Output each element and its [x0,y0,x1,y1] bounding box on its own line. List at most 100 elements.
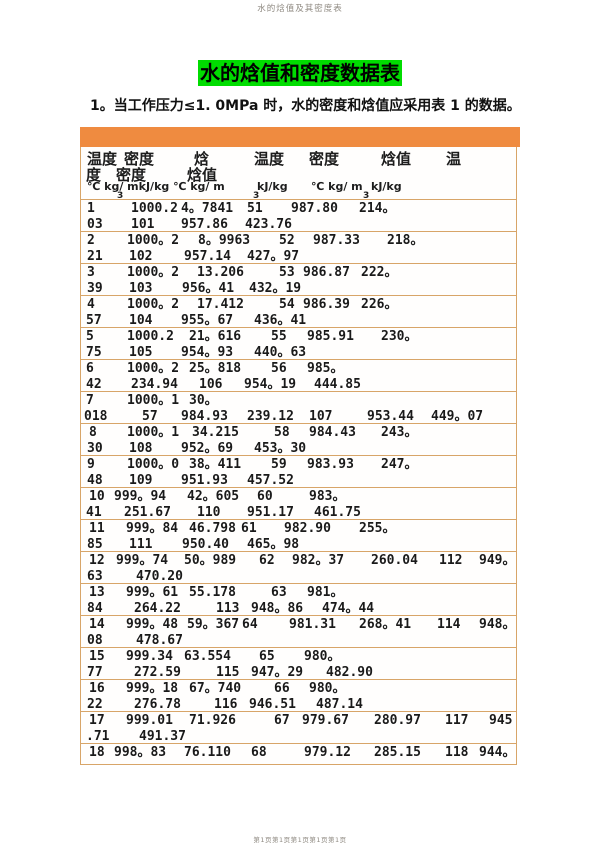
cell-value: 222。 [361,265,398,280]
cell-value: 8 [89,425,97,440]
cell-value: 58 [274,425,290,440]
header-cell: kJ/kg [371,180,402,193]
cell-value: 08 [87,633,103,648]
cell-value: 954。93 [181,345,234,360]
table-row: 12 999。74 50。989 62 982。37 260.04 112 949。 63 470… [81,552,516,584]
table-row: 16 999。18 67。740 66 980。 22 276.78 116 946.51 487… [81,680,516,712]
cell-value: 999.34 [126,649,173,664]
header-cell: 密度 [116,166,147,184]
cell-value: 251.67 [124,505,171,520]
cell-value: 985.91 [307,329,354,344]
cell-value: 457.52 [247,473,294,488]
cell-value: 71.926 [189,713,236,728]
table-row: 7 1000。1 30。 018 57 984.93 239.12 107 953.44 449。… [81,392,516,424]
header-cell: ℃ kg/ m [311,180,363,193]
cell-value: 953.44 [367,409,414,424]
cell-value: 84 [87,601,103,616]
header-cell: 密度 [309,150,340,168]
cell-value: 230。 [381,329,418,344]
cell-value: 67 [274,713,290,728]
cell-value: 980。 [304,649,341,664]
cell-value: 12 [89,553,105,568]
cell-value: 106 [199,377,223,392]
cell-value: 103 [129,281,153,296]
cell-value: 51 [247,201,263,216]
table-row: 9 1000。0 38。411 59 983.93 247。 48 109 951.93 457.… [81,456,516,488]
cell-value: 13 [89,585,105,600]
cell-value: 980。 [309,681,346,696]
cell-value: 461.75 [314,505,361,520]
cell-value: 214。 [359,201,396,216]
cell-value: 239.12 [247,409,294,424]
cell-value: 66 [274,681,290,696]
cell-value: 957.86 [181,217,228,232]
cell-value: 987.80 [291,201,338,216]
cell-value: 946.51 [249,697,296,712]
table-row: 4 1000。2 17.412 54 986.39 226。 57 104 955。67 436。… [81,296,516,328]
cell-value: 102 [129,249,153,264]
page-footer: 第1页第1页第1页第1页第1页 [253,836,347,844]
cell-value: 470.20 [136,569,183,584]
cell-value: 8。9963 [198,233,251,248]
cell-value: 226。 [361,297,398,312]
cell-value: 25。818 [189,361,242,376]
cell-value: 50。989 [184,553,237,568]
cell-value: 984.43 [309,425,356,440]
header-cell: 焓 [194,150,210,168]
cell-value: 984.93 [181,409,228,424]
table-row: 18 998。83 76.110 68 979.12 285.15 118 944。 [81,744,516,764]
cell-value: 3 [87,265,95,280]
cell-value: 243。 [381,425,418,440]
cell-value: 85 [87,537,103,552]
cell-value: 487.14 [316,697,363,712]
cell-value: 986.87 [303,265,350,280]
water-data-table: 温度 密度焓温度 密度 焓值温度密度 焓值 ℃ kg/ mkJ/kg ℃ kg/ m kJ/… [80,127,520,765]
cell-value: 110 [197,505,221,520]
cell-value: 114 [437,617,461,632]
cell-value: 41 [86,505,102,520]
cell-value: 112 [439,553,463,568]
cell-value: 1000。2 [127,265,180,280]
cell-value: 982。37 [292,553,345,568]
cell-value: 247。 [381,457,418,472]
intro-paragraph: 1。当工作压力≤1. 0MPa 时，水的密度和焓值应采用表 1 的数据。 [90,98,521,114]
cell-value: 948。 [479,617,516,632]
cell-value: 949。 [479,553,516,568]
cell-value: 982.90 [284,521,331,536]
cell-value: 17.412 [197,297,244,312]
cell-value: 1000。1 [127,425,180,440]
cell-value: 280.97 [374,713,421,728]
cell-value: 11 [89,521,105,536]
cell-value: 59 [271,457,287,472]
table-row: 15 999.34 63.554 65 980。 77 272.59 115 947。29 482… [81,648,516,680]
cell-value: 952。69 [181,441,234,456]
cell-value: 985。 [307,361,344,376]
cell-value: 22 [87,697,103,712]
cell-value: 427。97 [247,249,300,264]
table-row: 11 999。84 46.798 61 982.90 255。 85 111 950.40 465… [81,520,516,552]
document-header-text: 水的焓值及其密度表 [257,4,343,14]
table-row: 14 999。48 59。367 64 981.31 268。41 114 948。 08 478… [81,616,516,648]
cell-value: 453。30 [254,441,307,456]
cell-value: 7 [86,393,94,408]
cell-value: 1000.2 [127,329,174,344]
cell-value: 954。19 [244,377,297,392]
cell-value: 62 [259,553,275,568]
cell-value: 999。61 [126,585,179,600]
cell-value: .71 [86,729,110,744]
cell-value: 10 [89,489,105,504]
cell-value: 14 [89,617,105,632]
cell-value: 260.04 [371,553,418,568]
cell-value: 979.12 [304,745,351,760]
cell-value: 1000。0 [127,457,180,472]
title-row: 水的焓值和密度数据表 [0,60,600,86]
cell-value: 999。74 [116,553,169,568]
cell-value: 63 [271,585,287,600]
table-body: 1 1000.2 4。7841 51 987.80 214。 03 101 957.86 423.… [81,200,516,764]
header-cell: kJ/kg [257,180,288,193]
cell-value: 77 [87,665,103,680]
cell-value: 21 [87,249,103,264]
cell-value: 56 [271,361,287,376]
cell-value: 423.76 [245,217,292,232]
cell-value: 118 [445,745,469,760]
